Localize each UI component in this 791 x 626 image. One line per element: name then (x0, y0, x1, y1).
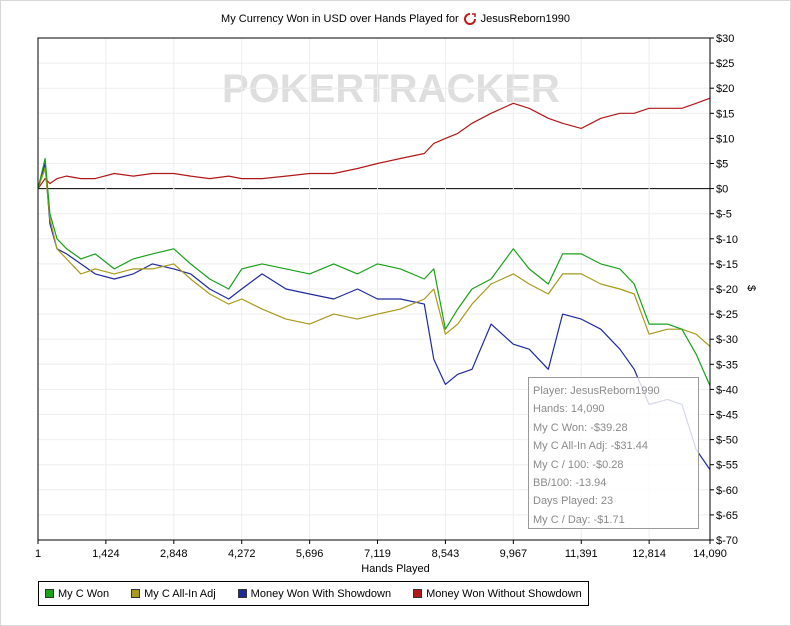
legend: My C Won My C All-In Adj Money Won With … (38, 581, 589, 606)
legend-item-all-in-adj[interactable]: My C All-In Adj (131, 588, 216, 600)
legend-label: Money Won Without Showdown (426, 587, 582, 600)
x-tick-label: 1 (35, 548, 41, 560)
legend-label: My C Won (58, 587, 110, 600)
x-axis-label: Hands Played (361, 563, 430, 575)
player-name: JesusReborn1990 (480, 13, 570, 25)
y-axis-label: $ (745, 284, 758, 292)
legend-swatch (131, 589, 141, 598)
y-tick-label: $-55 (716, 460, 738, 472)
x-tick-label: 8,543 (432, 548, 460, 560)
series-layer (37, 97, 711, 471)
legend-label: Money Won With Showdown (250, 587, 392, 600)
y-tick-label: $-50 (716, 435, 738, 447)
y-tick-label: $-40 (716, 384, 738, 396)
player-site-icon (463, 13, 476, 25)
y-tick-label: $15 (716, 108, 734, 120)
y-tick-label: $20 (716, 83, 734, 95)
y-tick-label: $-25 (716, 309, 738, 321)
series-line-1 (37, 167, 711, 347)
y-tick-label: $-30 (716, 334, 738, 346)
y-tick-label: $-60 (716, 485, 738, 497)
x-axis-ticks: 1 1,424 2,848 4,272 5,696 7,119 8,543 9,967 11,3… (35, 540, 727, 560)
x-tick-label: 11,391 (565, 548, 598, 560)
y-tick-label: $-15 (716, 259, 738, 271)
watermark: POKERTRACKER (222, 67, 560, 111)
y-tick-label: $-5 (716, 209, 732, 221)
x-tick-label: 7,119 (364, 548, 391, 560)
x-tick-label: 1,424 (92, 548, 120, 560)
tooltip-player: Player: JesusReborn1990 (533, 385, 660, 397)
tooltip-bb-100: BB/100: -13.94 (533, 477, 607, 490)
y-tick-label: $-65 (716, 510, 738, 522)
tooltip-per-day: My C / Day: -$1.71 (533, 513, 625, 526)
x-tick-label: 9,967 (500, 548, 528, 560)
legend-label: My C All-In Adj (144, 587, 216, 600)
legend-swatch (237, 589, 247, 598)
legend-item-my-c-won[interactable]: My C Won (45, 588, 109, 600)
tooltip-won: My C Won: -$39.28 (533, 421, 628, 434)
y-tick-label: $5 (716, 159, 728, 171)
legend-swatch (413, 589, 423, 598)
tooltip-hands: Hands: 14,090 (533, 403, 605, 416)
y-tick-label: $0 (716, 184, 728, 196)
y-tick-label: $-10 (716, 234, 738, 246)
y-tick-label: $-20 (716, 284, 738, 296)
y-tick-label: $30 (716, 33, 734, 45)
series-line-0 (37, 157, 711, 387)
y-tick-label: $10 (716, 133, 734, 145)
tooltip-days-played: Days Played: 23 (533, 495, 614, 508)
series-line-3 (37, 97, 711, 189)
y-tick-label: $25 (716, 58, 734, 70)
tooltip-allin-adj: My C All-In Adj: -$31.44 (533, 440, 648, 453)
x-tick-label: 2,848 (160, 548, 188, 560)
chart-title: My Currency Won in USD over Hands Played… (221, 13, 459, 25)
y-tick-label: $-45 (716, 410, 738, 422)
x-tick-label: 4,272 (228, 548, 256, 560)
series-line-2 (37, 162, 711, 471)
y-tick-label: $-70 (716, 535, 738, 547)
chart-title-row: My Currency Won in USD over Hands Played… (0, 13, 791, 25)
y-tick-label: $-35 (716, 359, 738, 371)
legend-item-with-showdown[interactable]: Money Won With Showdown (237, 587, 392, 600)
hover-tooltip: Player: JesusReborn1990 Hands: 14,090 My… (528, 377, 699, 529)
x-tick-label: 14,090 (693, 548, 727, 560)
legend-item-without-showdown[interactable]: Money Won Without Showdown (413, 588, 582, 600)
y-axis-ticks: $30 $25 $20 $15 $10 $5 $0 $-5 $-10 $-15 $-20 $-25 $-… (710, 33, 738, 547)
x-tick-label: 5,696 (296, 548, 324, 560)
legend-swatch (45, 589, 54, 598)
x-tick-label: 12,814 (632, 548, 666, 560)
tooltip-per-100: My C / 100: -$0.28 (533, 458, 624, 471)
watermark-text: POKERTRACKER (222, 67, 560, 111)
